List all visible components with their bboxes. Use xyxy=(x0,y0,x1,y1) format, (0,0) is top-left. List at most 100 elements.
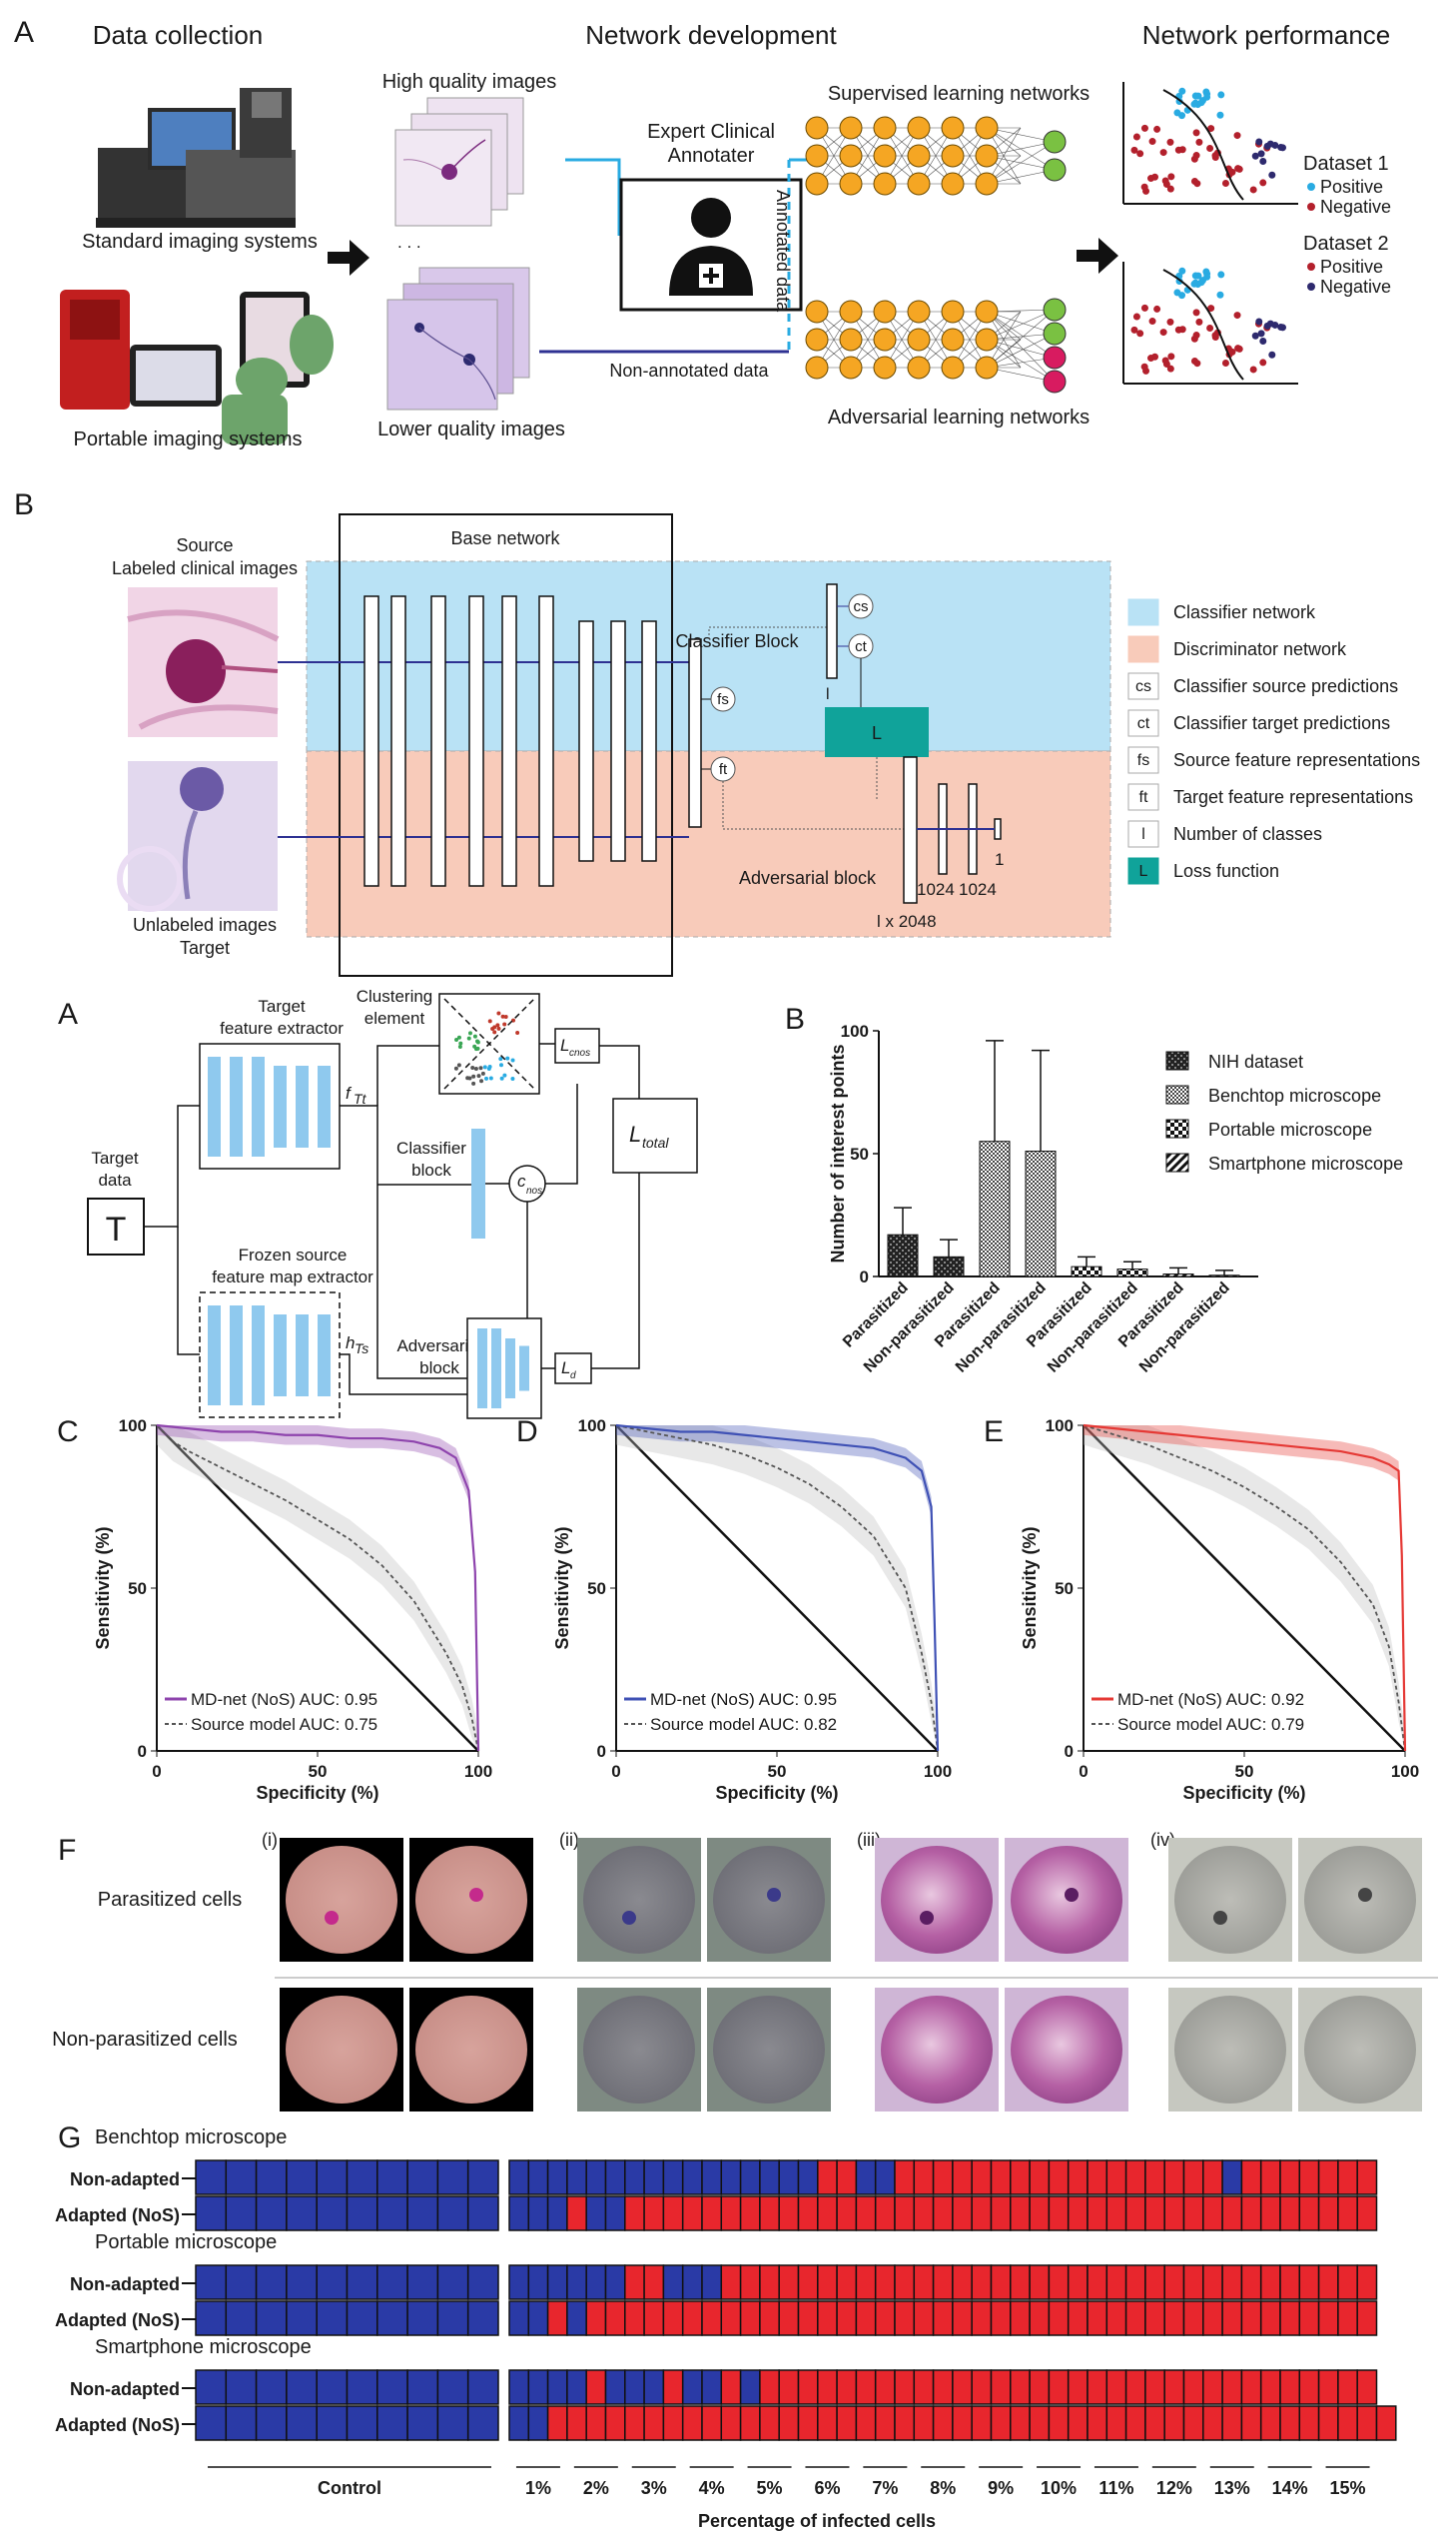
scatter-point-negative xyxy=(1192,309,1200,317)
panel-g-cell xyxy=(1202,2369,1223,2405)
panel-g-cell xyxy=(739,2300,761,2336)
cell-image-rbc xyxy=(415,1846,527,1954)
panel-g-control-cell xyxy=(195,2195,228,2231)
cnos-to-lcnos xyxy=(545,1084,578,1185)
cell-image-rbc xyxy=(881,1846,993,1954)
high-quality-images-label: High quality images xyxy=(382,71,557,93)
dataset1-positive: Positive xyxy=(1320,177,1383,197)
panel-letter-b2: B xyxy=(785,1003,805,1036)
scatter-point-negative xyxy=(1211,153,1219,161)
scatter-point-negative xyxy=(1195,138,1203,146)
roc-legend-label: Source model AUC: 0.79 xyxy=(1117,1715,1304,1734)
cluster-dot xyxy=(484,1076,489,1081)
panel-g-cell xyxy=(1356,2300,1378,2336)
roc-x-tick-label: 0 xyxy=(1079,1762,1088,1781)
nn-node xyxy=(975,116,999,140)
scatter-point-dataset2 xyxy=(1271,321,1279,329)
panel-g-cell xyxy=(971,2369,993,2405)
panel-g-cell xyxy=(527,2159,549,2195)
panel-g-cell xyxy=(739,2405,761,2441)
panel-g-cell xyxy=(585,2159,607,2195)
panel-g-cell xyxy=(681,2264,703,2300)
nn-edge xyxy=(986,309,1056,341)
target-data-symbol: T xyxy=(106,1211,127,1249)
classifier-layer xyxy=(826,583,838,679)
panel-g-cell xyxy=(1067,2369,1089,2405)
nn-node xyxy=(907,116,931,140)
nn-output-node xyxy=(1043,298,1067,322)
panel-g-cell xyxy=(662,2195,684,2231)
panel-g-cell xyxy=(1067,2195,1089,2231)
pct-label: 11% xyxy=(1098,2478,1133,2498)
panel-g-cell xyxy=(566,2264,587,2300)
panel-g-cell xyxy=(1029,2405,1051,2441)
panel-g-cell xyxy=(1356,2369,1378,2405)
panel-g-cell xyxy=(855,2369,877,2405)
panel-g-cell xyxy=(604,2264,626,2300)
panel-g-cell xyxy=(1317,2369,1339,2405)
scatter-point-negative xyxy=(1249,186,1257,194)
panel-g-cell xyxy=(1202,2195,1223,2231)
decision-boundary xyxy=(1162,89,1244,201)
panel-g-control-cell xyxy=(195,2405,228,2441)
portable-imaging-label: Portable imaging systems xyxy=(74,428,303,450)
panel-g-cell xyxy=(1048,2300,1070,2336)
panel-g-cell xyxy=(624,2405,645,2441)
panel-g-cell xyxy=(952,2159,973,2195)
panel-g-cell xyxy=(855,2264,877,2300)
scatter-point-negative xyxy=(1153,305,1161,313)
bar-category-label: Non-parasitized xyxy=(1136,1279,1233,1376)
roc-x-tick-label: 0 xyxy=(611,1762,620,1781)
nn-output-node xyxy=(1043,130,1067,154)
legend-swatch xyxy=(1127,746,1159,774)
panel-g-cell xyxy=(701,2264,723,2300)
source-label-line1: Source xyxy=(176,535,233,555)
panel-g-cell xyxy=(1029,2264,1051,2300)
panel-g-cell xyxy=(913,2264,935,2300)
scatter-point-dataset2 xyxy=(1257,330,1265,338)
panel-g-control-cell xyxy=(286,2405,318,2441)
legend-item-text: Classifier network xyxy=(1173,602,1316,622)
panel-g-control-cell xyxy=(286,2159,318,2195)
classifier-block-bar xyxy=(471,1129,485,1239)
panel-g-control-cell xyxy=(406,2195,439,2231)
scatter-point-negative xyxy=(1207,305,1215,313)
cell-image-rbc xyxy=(415,1996,527,2104)
roc-panel-letter: E xyxy=(984,1415,1004,1448)
scatter-point-negative xyxy=(1153,125,1161,133)
cluster-dot xyxy=(471,1081,476,1086)
panel-g-cell xyxy=(681,2405,703,2441)
bar-y-tick-label: 50 xyxy=(850,1145,869,1164)
panel-g-cell xyxy=(508,2369,530,2405)
scatter-point-dataset2 xyxy=(1257,150,1265,158)
panel-g-group-title: Benchtop microscope xyxy=(95,2126,287,2148)
panel-g-cell xyxy=(817,2300,838,2336)
panel-g-control-cell xyxy=(286,2195,318,2231)
frozen-fx-layer xyxy=(252,1305,265,1405)
panel-g-cell xyxy=(1067,2405,1089,2441)
panel-g-cell xyxy=(778,2300,800,2336)
pct-label: 1% xyxy=(525,2478,551,2498)
bar-legend-swatch xyxy=(1165,1051,1189,1071)
panel-g-cell xyxy=(952,2300,973,2336)
adversarial-block-layers xyxy=(477,1328,529,1408)
loss-function-box xyxy=(825,707,929,757)
panel-g-cell xyxy=(894,2300,916,2336)
scatter-point-dataset2 xyxy=(1263,322,1271,330)
panel-g-cell xyxy=(894,2405,916,2441)
nn-edge xyxy=(986,339,1056,359)
cluster-dot xyxy=(503,1014,508,1019)
panel-g-cell xyxy=(604,2369,626,2405)
roc-y-axis-label: Sensitivity (%) xyxy=(552,1526,572,1649)
cluster-dot xyxy=(458,1041,463,1046)
panel-g-cell xyxy=(990,2159,1012,2195)
classifier-network-region xyxy=(306,560,1111,752)
panel-g-cell xyxy=(1240,2369,1262,2405)
panel-g-cell xyxy=(894,2264,916,2300)
panel-g-control-cell xyxy=(466,2195,499,2231)
clustering-line1: Clustering xyxy=(357,987,433,1006)
panel-g-cell xyxy=(797,2405,819,2441)
scatter-point-positive xyxy=(1190,100,1198,108)
panel-g-cell xyxy=(624,2300,645,2336)
panel-g-control-cell xyxy=(406,2405,439,2441)
